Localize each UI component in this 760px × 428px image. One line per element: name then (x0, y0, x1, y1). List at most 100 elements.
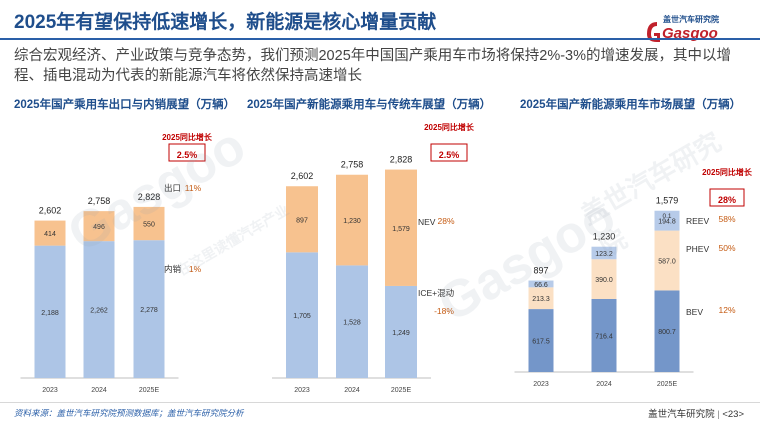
chart3-bar-BEV-2024 (591, 298, 617, 372)
chart1-category-label: 2024 (91, 387, 107, 394)
chart3-category-label: 2025E (657, 381, 678, 388)
page-info: 盖世汽车研究院 | <23> (648, 409, 744, 420)
chart2-growth-ICE+混动: -18% (434, 306, 454, 316)
chart2-bar-ICE+混动-2023 (286, 252, 318, 378)
chart2-bar-label: 1,705 (293, 313, 311, 320)
chart2-legend-ICE+混动: ICE+混动 (418, 288, 455, 298)
source-note: 资料来源：盖世汽车研究院预测数据库；盖世汽车研究院分析 (14, 408, 244, 418)
chart3-category-label: 2024 (596, 381, 612, 388)
page-number: <23> (722, 409, 744, 420)
chart1-bar-label: 2,278 (140, 307, 158, 314)
chart1-total-label: 2,758 (88, 196, 111, 206)
chart2-badge-box (430, 143, 468, 162)
chart3-bar-REEV-2023 (528, 280, 554, 288)
logo-g-icon (647, 22, 660, 42)
chart3-badge-label: 2025同比增长 (702, 167, 753, 177)
chart3-growth-BEV: 12% (718, 305, 735, 315)
chart3-badge-value: 28% (718, 195, 736, 205)
chart3-legend-BEV: BEV (686, 307, 703, 317)
footer-divider (0, 402, 760, 403)
chart2-badge-label: 2025同比增长 (424, 122, 475, 132)
chart3-growth-REEV: 58% (718, 214, 735, 224)
chart2-bar-NEV-2025E (385, 169, 417, 286)
chart3-bar-label: 716.4 (595, 333, 613, 340)
chart3-bar-label: 617.5 (532, 339, 550, 346)
chart2-bar-NEV-2023 (286, 186, 318, 253)
chart3-bar-PHEV-2023 (528, 287, 554, 310)
chart2-growth-NEV: 28% (437, 216, 454, 226)
title-divider (0, 38, 760, 40)
chart3-extra-label: 0.1 (662, 213, 671, 220)
chart2-legend-NEV: NEV (418, 217, 436, 227)
chart2-bar-label: 1,528 (343, 320, 361, 327)
chart1-bar-label: 496 (93, 224, 105, 231)
chart3-category-label: 2023 (533, 381, 549, 388)
chart3-bar-label: 194.8 (658, 219, 676, 226)
chart3-growth-PHEV: 50% (718, 243, 735, 253)
logo-brand-text: Gasgoo (662, 25, 718, 42)
chart3-legend-PHEV: PHEV (686, 244, 709, 254)
chart1-bar-内销-2023 (34, 245, 66, 378)
chart1-legend-出口: 出口 (164, 183, 181, 193)
chart3-bar-BEV-2023 (528, 309, 554, 372)
chart3-bar-REEV-2024 (591, 246, 617, 260)
chart2-total-label: 2,602 (291, 171, 314, 181)
chart2-total-label: 2,758 (341, 160, 364, 170)
chart3-bar-label: 66.6 (534, 282, 548, 289)
chart3-bar-REEV-2025E (654, 210, 680, 231)
chart1-badge-value: 2.5% (177, 150, 198, 160)
chart3-title: 2025年国产新能源乘用车市场展望（万辆） (520, 99, 742, 111)
chart3-legend-REEV: REEV (686, 216, 709, 226)
chart1-bar-出口-2023 (34, 220, 66, 246)
chart2-bar-ICE+混动-2025E (385, 285, 417, 378)
chart3-badge-box (709, 188, 745, 207)
chart3-bar-label: 800.7 (658, 329, 676, 336)
page-title: 2025年有望保持低速增长，新能源是核心增量贡献 (14, 12, 437, 33)
chart1-badge-box (168, 143, 206, 162)
chart3-bar-label: 213.3 (532, 296, 550, 303)
chart2-bar-label: 1,249 (392, 330, 410, 337)
chart1-total-label: 2,602 (39, 206, 62, 216)
chart2-badge-value: 2.5% (439, 150, 460, 160)
chart2-title: 2025年国产新能源乘用车与传统车展望（万辆） (247, 99, 492, 111)
chart3-bar-PHEV-2024 (591, 259, 617, 299)
chart2-category-label: 2025E (391, 387, 412, 394)
logo-cn-text: 盖世汽车研究院 (663, 14, 719, 24)
page-subtitle: 综合宏观经济、产业政策与竞争态势，我们预测2025年中国国产乘用车市场将保持2%… (14, 48, 731, 84)
chart1-total-label: 2,828 (138, 192, 161, 202)
chart1-bar-出口-2024 (83, 211, 115, 242)
chart2-total-label: 2,828 (390, 155, 413, 165)
chart3-total-label: 1,230 (593, 232, 616, 242)
chart2-bar-label: 897 (296, 217, 308, 224)
chart1-bar-内销-2024 (83, 241, 115, 378)
chart3-total-label: 897 (533, 266, 548, 276)
chart3-bar-PHEV-2025E (654, 230, 680, 291)
chart3-bar-BEV-2025E (654, 290, 680, 372)
chart1-bar-内销-2025E (133, 240, 165, 378)
chart2-category-label: 2023 (294, 387, 310, 394)
chart2-bar-ICE+混动-2024 (336, 265, 368, 378)
chart1-bar-label: 2,262 (90, 308, 108, 315)
chart1-bar-出口-2025E (133, 206, 165, 241)
chart1-category-label: 2025E (139, 387, 160, 394)
chart2-bar-label: 1,579 (392, 226, 410, 233)
footer-org: 盖世汽车研究院 (648, 409, 715, 420)
chart1-growth-出口: 11% (185, 183, 202, 193)
chart1-badge-label: 2025同比增长 (162, 132, 213, 142)
gasgoo-logo: 盖世汽车研究院 Gasgoo (643, 12, 741, 42)
chart3-total-label: 1,579 (656, 196, 679, 206)
chart2-bar-label: 1,230 (343, 218, 361, 225)
chart2-category-label: 2024 (344, 387, 360, 394)
chart1-bar-label: 2,188 (41, 310, 59, 317)
chart1-legend-内销: 内销 (164, 264, 182, 274)
chart1-bar-label: 550 (143, 222, 155, 229)
chart1-growth-内销: 1% (189, 264, 202, 274)
chart1-bar-label: 414 (44, 231, 56, 238)
chart3-bar-label: 587.0 (658, 259, 676, 266)
chart1-title: 2025年国产乘用车出口与内销展望（万辆） (14, 99, 236, 111)
chart1-category-label: 2023 (42, 387, 58, 394)
chart3-bar-label: 390.0 (595, 277, 613, 284)
chart2-bar-NEV-2024 (336, 174, 368, 266)
chart3-bar-label: 123.2 (595, 251, 613, 258)
